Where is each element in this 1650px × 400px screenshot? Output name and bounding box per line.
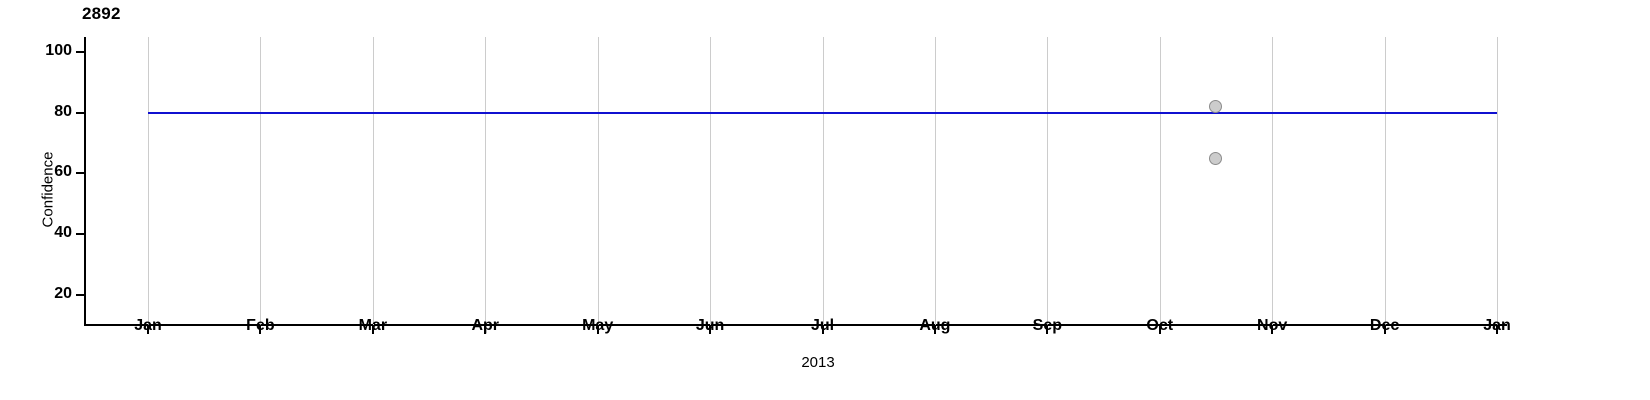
x-tick-mark xyxy=(709,326,712,334)
gridline xyxy=(260,37,262,325)
y-tick-mark xyxy=(76,293,84,296)
data-point[interactable] xyxy=(1209,100,1223,114)
x-tick-label: Dec xyxy=(1369,317,1400,334)
gridline xyxy=(1159,37,1161,325)
y-tick-label: 80 xyxy=(54,102,72,120)
y-axis-line xyxy=(84,37,86,326)
x-tick-mark xyxy=(371,326,374,334)
x-tick-mark xyxy=(596,326,599,334)
y-tick-mark xyxy=(76,233,84,236)
chart-title: 2892 xyxy=(82,4,121,23)
x-tick-mark xyxy=(1158,326,1161,334)
y-tick-label: 100 xyxy=(45,42,72,60)
x-tick-mark xyxy=(259,326,262,334)
x-tick-label: Jan xyxy=(134,317,162,334)
gridline xyxy=(485,37,487,325)
x-axis-title-label: 2013 xyxy=(801,354,835,371)
gridline xyxy=(934,37,936,325)
y-tick-mark xyxy=(76,111,84,114)
gridline xyxy=(1272,37,1274,325)
data-point[interactable] xyxy=(1209,151,1223,165)
x-tick-label: Feb xyxy=(246,317,275,334)
y-tick-label: 20 xyxy=(54,284,72,302)
y-tick-label: 60 xyxy=(54,163,72,181)
gridline xyxy=(597,37,599,325)
gridline xyxy=(822,37,824,325)
x-tick-label: Mar xyxy=(358,317,388,334)
x-tick-label: May xyxy=(582,317,614,334)
x-tick-mark xyxy=(484,326,487,334)
x-tick-mark xyxy=(147,326,149,334)
x-tick-label: Jan xyxy=(1483,317,1511,334)
x-tick-label: Sep xyxy=(1032,317,1062,334)
gridline xyxy=(1384,37,1386,325)
x-tick-label: Jun xyxy=(695,317,725,334)
x-tick-mark xyxy=(821,326,824,334)
x-axis-title: 2013 xyxy=(0,354,1650,371)
x-tick-mark xyxy=(1383,326,1386,334)
x-tick-label: Jul xyxy=(810,317,835,334)
gridline xyxy=(148,37,149,325)
x-tick-mark xyxy=(1046,326,1049,334)
gridline xyxy=(372,37,374,325)
y-tick-mark xyxy=(76,51,84,54)
threshold-line xyxy=(148,111,1497,114)
gridline xyxy=(710,37,712,325)
gridline xyxy=(1047,37,1049,325)
x-tick-label: Nov xyxy=(1257,317,1288,334)
x-tick-mark xyxy=(933,326,936,334)
y-tick-label: 40 xyxy=(54,224,72,242)
y-tick-mark xyxy=(76,172,84,175)
x-tick-label: Oct xyxy=(1146,317,1174,334)
x-tick-mark xyxy=(1271,326,1274,334)
plot-area xyxy=(85,37,1505,325)
gridline xyxy=(1497,37,1498,325)
x-tick-mark xyxy=(1496,326,1498,334)
x-tick-label: Apr xyxy=(471,317,500,334)
x-tick-label: Aug xyxy=(919,317,951,334)
x-axis-line xyxy=(85,324,1507,326)
